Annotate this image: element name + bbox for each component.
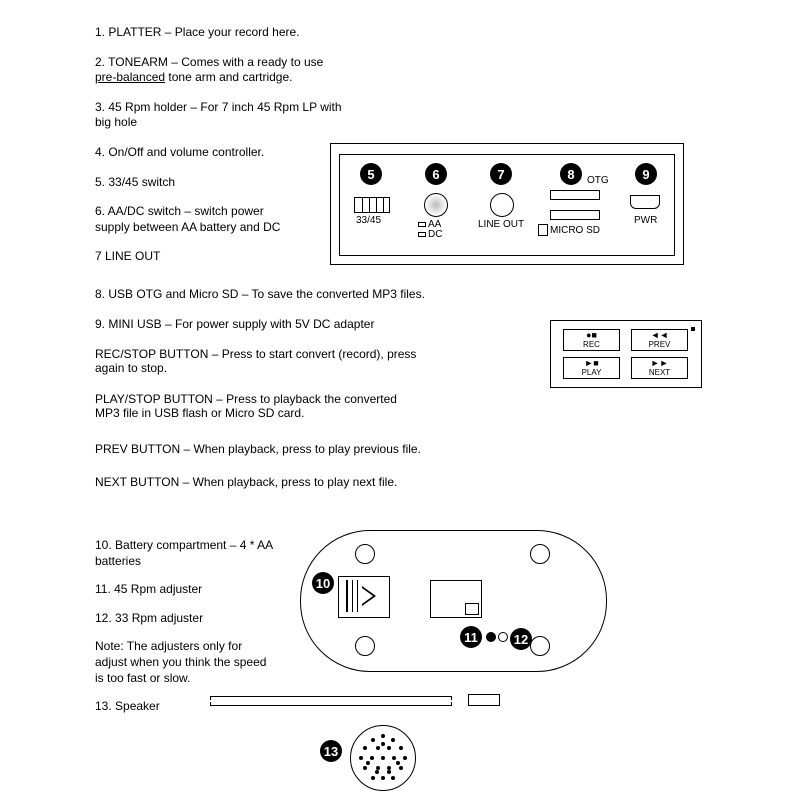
play-sym: ►■ [584, 359, 598, 368]
next-button-icon: ►► NEXT [631, 357, 688, 379]
item-11: 11. 45 Rpm adjuster [95, 582, 295, 598]
badge-13: 13 [320, 740, 342, 762]
center-notch-icon [465, 603, 479, 615]
adjuster-11-dot [486, 632, 496, 642]
prev-sym: ◄◄ [651, 331, 669, 340]
jack-icon [424, 193, 448, 217]
play-button-desc: PLAY/STOP BUTTON – Press to playback the… [95, 392, 545, 420]
usb-slot-icon [550, 190, 600, 200]
note1: Note: The adjusters only for [95, 639, 242, 653]
badge-10: 10 [312, 572, 334, 594]
label-pwr: PWR [634, 215, 657, 226]
label-dc: DC [428, 229, 442, 240]
item-2: 2. TONEARM – Comes with a ready to use p… [95, 55, 345, 86]
item-8: 8. USB OTG and Micro SD – To save the co… [95, 287, 545, 301]
note2: adjust when you think the speed [95, 655, 266, 669]
screw-hole-icon [355, 636, 375, 656]
screw-hole-icon [530, 636, 550, 656]
next-button-desc: NEXT BUTTON – When playback, press to pl… [95, 475, 545, 489]
battery-bar [346, 580, 348, 612]
rec1: REC/STOP BUTTON – Press to start convert… [95, 347, 416, 361]
badge-9: 9 [635, 163, 657, 185]
badge-5: 5 [360, 163, 382, 185]
rec-lab: REC [583, 340, 600, 349]
rec-button-desc: REC/STOP BUTTON – Press to start convert… [95, 347, 545, 375]
label-33-45: 33/45 [356, 215, 381, 226]
label-microsd: MICRO SD [550, 225, 600, 236]
bottom-oval-diagram: 10 11 12 [300, 530, 605, 670]
next-sym: ►► [651, 359, 669, 368]
button-pad-diagram: ●■ REC ◄◄ PREV ►■ PLAY ►► NEXT [550, 320, 702, 388]
item-10b: batteries [95, 554, 141, 568]
screw-hole-icon [530, 544, 550, 564]
note3: is too fast or slow. [95, 671, 190, 685]
item-5: 5. 33/45 switch [95, 175, 345, 191]
label-otg: OTG [587, 175, 609, 186]
text-column: 1. PLATTER – Place your record here. 2. … [95, 25, 345, 279]
battery-arrow-inner [362, 588, 373, 604]
item-7: 7 LINE OUT [95, 249, 345, 265]
screw-hole-icon [355, 544, 375, 564]
dip-switch-icon [354, 197, 390, 213]
badge-8: 8 [560, 163, 582, 185]
battery-bar [357, 580, 358, 612]
badge-7: 7 [490, 163, 512, 185]
center-panel-icon [430, 580, 482, 618]
item-6: 6. AA/DC switch – switch power supply be… [95, 204, 345, 235]
rec-sym: ●■ [586, 331, 597, 340]
adjuster-hole [498, 632, 508, 642]
play2: MP3 file in USB flash or Micro SD card. [95, 406, 304, 420]
item-4: 4. On/Off and volume controller. [95, 145, 345, 161]
item-10a: 10. Battery compartment – 4 * AA [95, 538, 273, 552]
sd-card-icon [538, 224, 548, 236]
prev-button-icon: ◄◄ PREV [631, 329, 688, 351]
item-2-underline: pre-balanced [95, 70, 165, 84]
speaker-icon [350, 725, 416, 791]
prev-button-desc: PREV BUTTON – When playback, press to pl… [95, 442, 545, 456]
sw-dc-icon [418, 232, 426, 237]
play1: PLAY/STOP BUTTON – Press to playback the… [95, 392, 397, 406]
item-6b: supply between AA battery and DC [95, 220, 280, 234]
item-6a: 6. AA/DC switch – switch power [95, 204, 264, 218]
play-lab: PLAY [582, 368, 602, 377]
mini-usb-icon [630, 195, 660, 209]
item-1: 1. PLATTER – Place your record here. [95, 25, 345, 41]
badge-12: 12 [510, 628, 532, 650]
item-9: 9. MINI USB – For power supply with 5V D… [95, 317, 545, 331]
item-10: 10. Battery compartment – 4 * AA batteri… [95, 538, 295, 569]
rear-panel-inner: 5 33/45 6 AA DC 7 LINE OUT 8 OTG MICRO S… [339, 154, 675, 256]
lineout-jack-icon [490, 193, 514, 217]
microsd-slot-icon [550, 210, 600, 220]
rec2: again to stop. [95, 361, 167, 375]
item-12: 12. 33 Rpm adjuster [95, 611, 295, 627]
sw-aa-icon [418, 222, 426, 227]
prev-lab: PREV [649, 340, 671, 349]
item-2-line1: 2. TONEARM – Comes with a ready to use [95, 55, 323, 69]
item-2-rest: tone arm and cartridge. [165, 70, 292, 84]
badge-6: 6 [425, 163, 447, 185]
note: Note: The adjusters only for adjust when… [95, 639, 295, 686]
rear-panel-diagram: 5 33/45 6 AA DC 7 LINE OUT 8 OTG MICRO S… [330, 143, 684, 265]
badge-11: 11 [460, 626, 482, 648]
rec-button-icon: ●■ REC [563, 329, 620, 351]
play-button-icon: ►■ PLAY [563, 357, 620, 379]
item-3: 3. 45 Rpm holder – For 7 inch 45 Rpm LP … [95, 100, 355, 131]
led-dot-icon [691, 327, 695, 331]
battery-bar [352, 580, 353, 612]
next-lab: NEXT [649, 368, 670, 377]
label-lineout: LINE OUT [478, 219, 524, 230]
